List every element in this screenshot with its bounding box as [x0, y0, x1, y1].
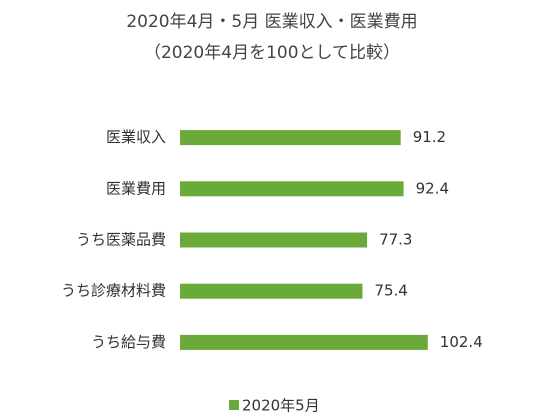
bar	[180, 283, 363, 299]
value-label: 102.4	[440, 333, 483, 351]
y-tick-label: うち医薬品費	[76, 231, 166, 249]
legend-label: 2020年5月	[242, 397, 320, 415]
value-label: 91.2	[413, 128, 446, 146]
bar	[180, 232, 368, 248]
chart-title: 2020年4月・5月 医業収入・医業費用	[126, 12, 417, 32]
y-tick-label: 医業費用	[106, 179, 166, 197]
y-tick-label: うち診療材料費	[61, 282, 166, 300]
bar	[180, 334, 428, 350]
chart-subtitle: （2020年4月を100として比較）	[144, 43, 400, 63]
value-label: 77.3	[379, 231, 412, 249]
y-tick-label: うち給与費	[91, 333, 166, 351]
bar	[180, 181, 404, 197]
y-tick-label: 医業収入	[106, 128, 166, 146]
bar	[180, 130, 401, 146]
value-label: 92.4	[416, 179, 449, 197]
legend-swatch	[229, 400, 239, 410]
value-label: 75.4	[374, 282, 407, 300]
